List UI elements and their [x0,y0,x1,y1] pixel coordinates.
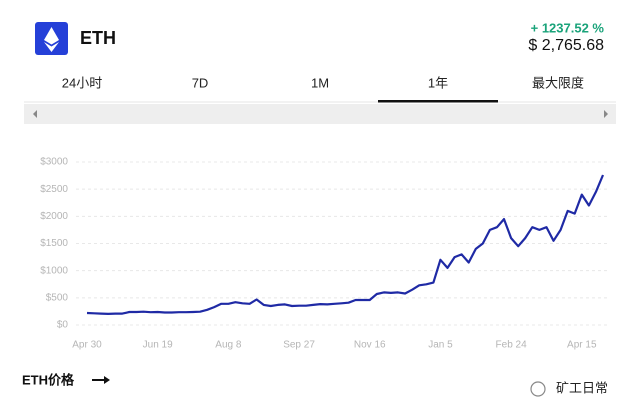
x-tick-label: Jan 5 [428,340,453,351]
price-line [86,174,605,315]
price-change: + 1237.52 % [531,20,605,35]
y-tick-label: $2500 [40,184,68,195]
scroll-left[interactable] [33,110,37,118]
scroll-right[interactable] [604,110,608,118]
tab[interactable]: 24小时 [62,75,102,90]
tab[interactable]: 1年 [428,75,448,90]
tab-selected-underline [378,100,498,103]
x-tick-label: Feb 24 [496,340,528,351]
y-tick-label: $3000 [40,157,68,168]
x-tick-label: Apr 30 [72,340,102,351]
x-tick-label: Jun 19 [143,340,173,351]
tab[interactable]: 最大限度 [532,75,584,90]
x-tick-label: Aug 8 [215,340,242,351]
scrollbar[interactable] [24,104,616,124]
eth-diamond-bottom [44,42,59,52]
eth-diamond-top [44,27,59,45]
watermark-icon [530,381,546,397]
x-tick-label: Nov 16 [354,340,386,351]
y-tick-label: $1500 [40,238,68,249]
arrow-head[interactable] [104,376,110,384]
x-tick-label: Apr 15 [567,340,597,351]
symbol: ETH [80,28,116,48]
x-tick-label: Sep 27 [283,340,315,351]
tab[interactable]: 7D [192,75,209,90]
y-tick-label: $2000 [40,211,68,222]
y-tick-label: $0 [57,320,69,331]
tab[interactable]: 1M [311,75,329,90]
price: $ 2,765.68 [528,37,604,54]
eth-price-link[interactable]: ETH价格 [22,372,75,387]
watermark: 矿工日常 [556,380,608,395]
y-tick-label: $500 [46,292,69,303]
y-tick-label: $1000 [40,265,68,276]
